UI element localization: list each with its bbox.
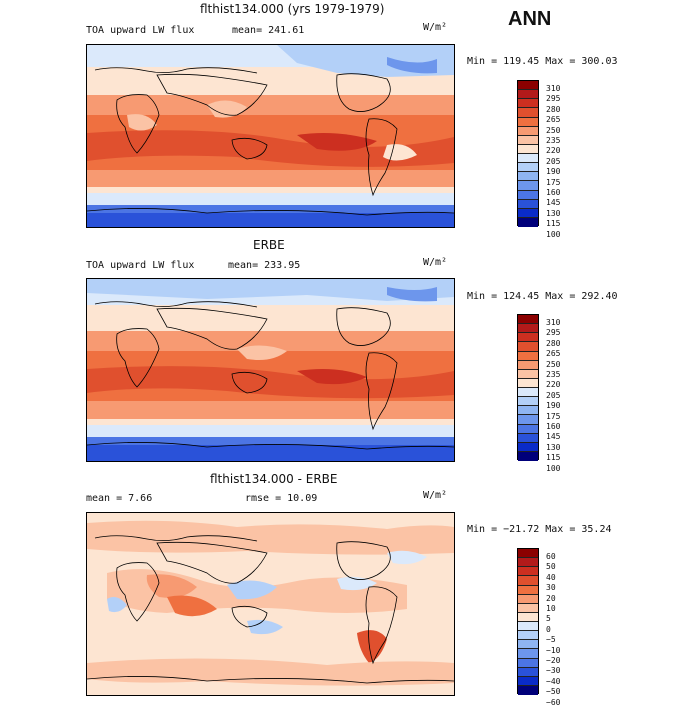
- panel-3-minmax-label: Min = −21.72 Max = 35.24: [467, 524, 612, 535]
- panel-1-minmax-label: Min = 119.45 Max = 300.03: [467, 56, 618, 67]
- panel-1-tick: 295: [546, 94, 561, 104]
- panel-3-colorbar-ticks: 60 50 40 30 20 10 5 0 −5 −10 −20 −30 −40…: [546, 552, 560, 708]
- panel-1-map: [86, 44, 455, 228]
- panel-2-units-label: W/m²: [423, 257, 448, 268]
- panel-3-colorbar: [517, 548, 539, 695]
- panel-1-tick: 100: [546, 229, 561, 239]
- panel-3-tick: 20: [546, 593, 556, 603]
- panel-3-tick: 5: [546, 614, 551, 624]
- season-label: ANN: [508, 8, 552, 30]
- panel-2-map: [86, 278, 455, 462]
- panel-1-tick: 280: [546, 104, 561, 114]
- panel-2-minmax-label: Min = 124.45 Max = 292.40: [467, 291, 618, 302]
- panel-1-variable-label: TOA upward LW flux: [86, 25, 195, 36]
- panel-1-tick: 220: [546, 146, 561, 156]
- panel-1-tick: 145: [546, 198, 561, 208]
- panel-3-map: [86, 512, 455, 696]
- panel-2-tick: 250: [546, 359, 561, 369]
- panel-2-tick: 100: [546, 463, 561, 473]
- panel-3-tick: 60: [546, 552, 556, 561]
- panel-2-title: ERBE: [253, 238, 285, 252]
- panel-2-variable-label: TOA upward LW flux: [86, 260, 195, 271]
- panel-3-tick: −10: [546, 645, 561, 655]
- panel-3-tick: −5: [546, 635, 556, 645]
- panel-1-tick: 175: [546, 177, 561, 187]
- panel-2-tick: 265: [546, 349, 561, 359]
- panel-1-mean-label: mean= 241.61: [232, 25, 305, 36]
- panel-2-tick: 220: [546, 380, 561, 390]
- panel-3-tick: −40: [546, 676, 561, 686]
- panel-1-colorbar-ticks: 310 295 280 265 250 235 220 205 190 175 …: [546, 84, 560, 240]
- panel-1-tick: 205: [546, 156, 561, 166]
- panel-3-tick: −20: [546, 656, 561, 666]
- panel-3-title: flthist134.000 - ERBE: [210, 472, 338, 486]
- panel-2-tick: 130: [546, 442, 561, 452]
- panel-2-tick: 190: [546, 401, 561, 411]
- panel-3-tick: 50: [546, 562, 556, 572]
- panel-3-tick: −30: [546, 666, 561, 676]
- panel-1-tick: 130: [546, 208, 561, 218]
- panel-2-mean-label: mean= 233.95: [228, 260, 301, 271]
- panel-1-map-field: [87, 45, 454, 227]
- panel-3-tick: 30: [546, 583, 556, 593]
- panel-2-map-field: [87, 279, 454, 461]
- panel-1-tick: 310: [546, 84, 561, 93]
- panel-1-tick: 160: [546, 188, 561, 198]
- panel-2-tick: 205: [546, 390, 561, 400]
- panel-1-tick: 250: [546, 125, 561, 135]
- panel-2-tick: 310: [546, 318, 561, 327]
- panel-1-units-label: W/m²: [423, 22, 448, 33]
- panel-3-tick: 10: [546, 604, 556, 614]
- panel-1-tick: 115: [546, 219, 561, 229]
- panel-1-title: flthist134.000 (yrs 1979-1979): [200, 2, 385, 16]
- panel-2-tick: 235: [546, 370, 561, 380]
- panel-2-tick: 145: [546, 432, 561, 442]
- panel-1-tick: 235: [546, 136, 561, 146]
- panel-2-tick: 160: [546, 422, 561, 432]
- panel-3-map-field: [87, 513, 454, 695]
- panel-3-tick: 0: [546, 624, 551, 634]
- panel-2-tick: 115: [546, 453, 561, 463]
- panel-2-tick: 280: [546, 338, 561, 348]
- panel-2-tick: 175: [546, 411, 561, 421]
- panel-3-tick: −50: [546, 687, 561, 697]
- panel-1-colorbar: [517, 80, 539, 227]
- panel-1-tick: 265: [546, 115, 561, 125]
- panel-1-tick: 190: [546, 167, 561, 177]
- panel-2-colorbar: [517, 314, 539, 461]
- panel-3-tick: 40: [546, 572, 556, 582]
- panel-3-mean-label: mean = 7.66: [86, 493, 153, 504]
- panel-2-tick: 295: [546, 328, 561, 338]
- panel-3-rmse-label: rmse = 10.09: [245, 493, 318, 504]
- panel-2-colorbar-ticks: 310 295 280 265 250 235 220 205 190 175 …: [546, 318, 560, 474]
- panel-3-units-label: W/m²: [423, 490, 448, 501]
- panel-3-tick: −60: [546, 697, 561, 707]
